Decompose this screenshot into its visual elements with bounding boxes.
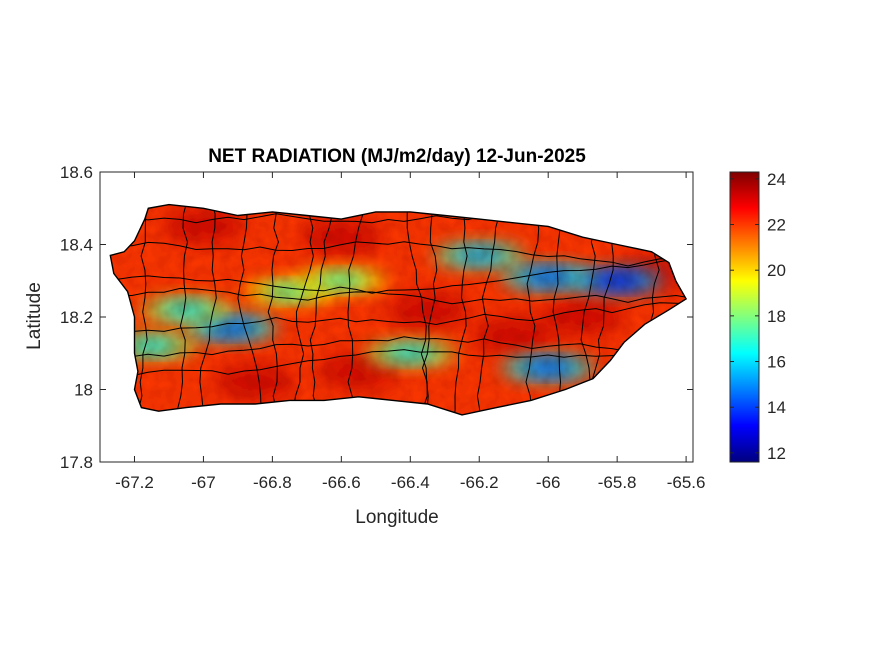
y-tick-label: 17.8 bbox=[60, 453, 93, 472]
x-tick-label: -65.8 bbox=[598, 473, 637, 492]
colorbar-tick-label: 12 bbox=[767, 444, 786, 463]
warm-patch bbox=[301, 219, 382, 256]
warm-patch bbox=[387, 291, 468, 328]
warm-patch bbox=[542, 299, 623, 335]
chart-title: NET RADIATION (MJ/m2/day) 12-Jun-2025 bbox=[208, 146, 586, 167]
plot-area: -67.2 -67 -66.8 -66.6 -66.4 -66.2 -66 -65.8 -65.… bbox=[60, 163, 706, 492]
low-value-zone bbox=[522, 359, 575, 376]
y-tick-label: 18.6 bbox=[60, 163, 93, 182]
y-axis-label: Latitude bbox=[24, 282, 45, 350]
municipality-boundary bbox=[110, 241, 687, 267]
municipality-boundary bbox=[110, 287, 687, 305]
y-tick-label: 18.4 bbox=[60, 236, 93, 255]
low-value-zone bbox=[522, 269, 575, 286]
municipality-boundary bbox=[110, 302, 687, 333]
y-tick-label: 18.2 bbox=[60, 308, 93, 327]
colorbar-tick-label: 16 bbox=[767, 353, 786, 372]
x-tick-label: -67 bbox=[191, 473, 216, 492]
x-tick-label: -66.6 bbox=[322, 473, 361, 492]
colorbar-tick-label: 18 bbox=[767, 307, 786, 326]
x-tick-label: -66.2 bbox=[460, 473, 499, 492]
x-axis-label: Longitude bbox=[355, 507, 438, 528]
island-outline bbox=[109, 203, 688, 416]
colorbar-tick-label: 24 bbox=[767, 170, 786, 189]
x-axis-ticks: -67.2 -67 -66.8 -66.6 -66.4 -66.2 -66 -65.8 -65.… bbox=[115, 172, 705, 492]
municipality-boundary bbox=[110, 349, 687, 383]
low-value-zone bbox=[315, 272, 368, 289]
municipality-boundary bbox=[176, 204, 189, 415]
colorbar: 12 14 16 18 20 22 24 bbox=[729, 170, 786, 463]
low-value-zone bbox=[160, 301, 213, 318]
warm-patch bbox=[215, 364, 296, 401]
colorbar-ticks: 12 14 16 18 20 22 24 bbox=[730, 170, 786, 463]
colorbar-gradient bbox=[729, 171, 760, 463]
x-tick-label: -65.6 bbox=[667, 473, 706, 492]
municipality-boundary bbox=[110, 336, 687, 358]
x-tick-label: -66.8 bbox=[253, 473, 292, 492]
x-tick-label: -67.2 bbox=[115, 473, 154, 492]
colorbar-tick-label: 14 bbox=[767, 398, 786, 417]
x-tick-label: -66 bbox=[536, 473, 561, 492]
colorbar-tick-label: 22 bbox=[767, 216, 786, 235]
y-axis-ticks: 17.8 18 18.2 18.4 18.6 bbox=[60, 163, 693, 472]
low-value-zone bbox=[205, 319, 258, 336]
y-tick-label: 18 bbox=[74, 381, 93, 400]
warm-patch bbox=[473, 317, 554, 354]
low-value-zone bbox=[591, 272, 644, 289]
x-tick-label: -66.4 bbox=[391, 473, 430, 492]
municipality-boundary bbox=[110, 255, 687, 294]
low-value-zone bbox=[125, 338, 178, 354]
colorbar-tick-label: 20 bbox=[767, 261, 786, 280]
